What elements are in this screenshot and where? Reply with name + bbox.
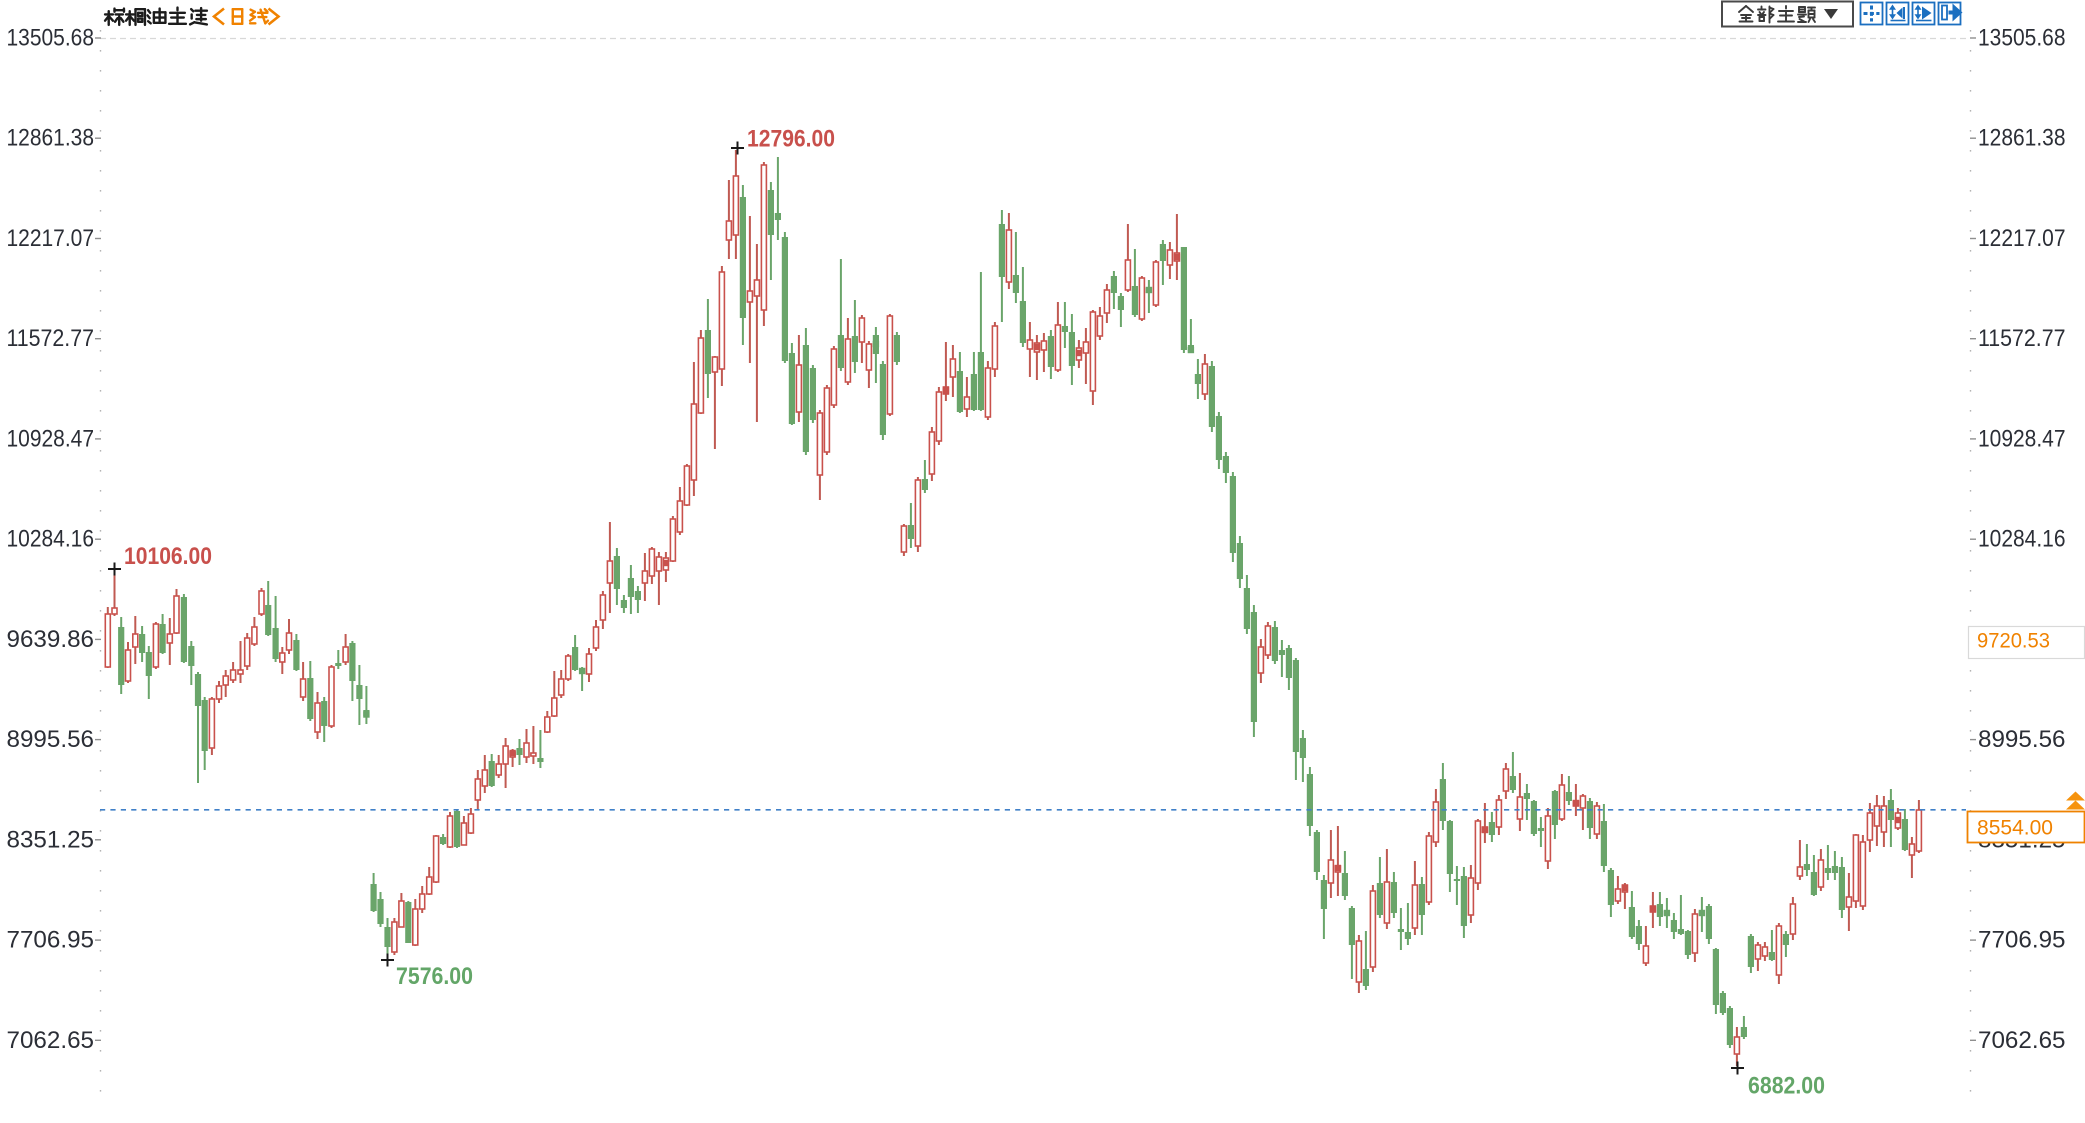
svg-text:12796.00: 12796.00 [747,126,835,153]
svg-text:7706.95: 7706.95 [1978,927,2066,954]
svg-text:13505.68: 13505.68 [7,25,95,52]
svg-text:10928.47: 10928.47 [1978,425,2066,452]
svg-text:12861.38: 12861.38 [1978,125,2066,152]
svg-text:7706.95: 7706.95 [7,927,95,954]
svg-text:7062.65: 7062.65 [1978,1027,2066,1054]
svg-text:11572.77: 11572.77 [7,325,95,352]
svg-text:8554.00: 8554.00 [1977,817,2053,840]
svg-text:7062.65: 7062.65 [7,1027,95,1054]
svg-text:8995.56: 8995.56 [7,726,95,753]
svg-text:6882.00: 6882.00 [1748,1073,1825,1100]
svg-text:12217.07: 12217.07 [1978,225,2066,252]
svg-text:11572.77: 11572.77 [1978,325,2066,352]
svg-text:8351.25: 8351.25 [7,826,95,853]
svg-text:9720.53: 9720.53 [1977,630,2050,653]
svg-text:10284.16: 10284.16 [7,526,95,553]
svg-text:10284.16: 10284.16 [1978,526,2066,553]
svg-text:8995.56: 8995.56 [1978,726,2066,753]
svg-text:12861.38: 12861.38 [7,125,95,152]
svg-text:7576.00: 7576.00 [396,963,473,990]
svg-text:10106.00: 10106.00 [124,543,212,570]
svg-text:10928.47: 10928.47 [7,425,95,452]
svg-text:9639.86: 9639.86 [7,626,95,653]
svg-text:13505.68: 13505.68 [1978,25,2066,52]
svg-text:12217.07: 12217.07 [7,225,95,252]
